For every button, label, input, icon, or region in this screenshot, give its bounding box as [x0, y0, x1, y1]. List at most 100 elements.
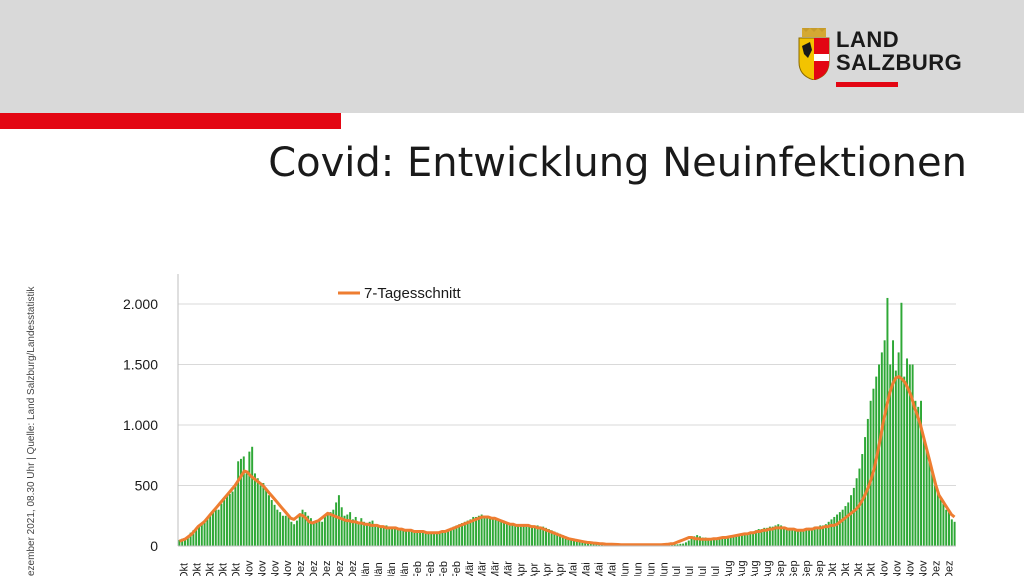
x-tick-label: Okt	[191, 563, 203, 576]
bar	[805, 529, 808, 546]
bar	[886, 297, 889, 546]
bar	[421, 532, 424, 546]
bar	[869, 400, 872, 546]
bar	[438, 531, 441, 546]
bar	[382, 526, 385, 546]
bar	[287, 515, 290, 546]
bar	[340, 507, 343, 546]
x-tick-label: Jun	[619, 562, 631, 576]
y-tick-label: 1.500	[123, 357, 158, 373]
bar	[295, 520, 298, 546]
bar	[270, 500, 273, 546]
bar	[561, 535, 564, 546]
bar	[301, 509, 304, 546]
bar	[452, 526, 455, 546]
bar	[290, 521, 293, 546]
bar	[925, 449, 928, 546]
bar	[486, 516, 489, 546]
x-tick-label: Okt	[230, 563, 242, 576]
legend: 7-Tagesschnitt	[338, 285, 462, 302]
bar	[335, 502, 338, 546]
red-accent-bar	[0, 113, 341, 129]
x-tick-label: Okt	[217, 563, 229, 576]
bar	[329, 512, 332, 546]
bar	[587, 542, 589, 546]
bar	[253, 473, 256, 546]
bar	[813, 526, 816, 546]
bar	[497, 520, 500, 546]
bar	[710, 538, 713, 546]
bar	[670, 544, 673, 546]
bar	[455, 525, 458, 546]
bar	[200, 524, 203, 546]
x-tick-label: Okt	[866, 563, 878, 576]
bar	[852, 487, 855, 546]
bar	[441, 531, 444, 546]
x-tick-label: Dez	[334, 560, 346, 576]
bar	[519, 526, 522, 546]
x-tick-label: Dez	[308, 560, 320, 576]
bar	[715, 538, 718, 546]
bar	[237, 461, 240, 546]
bar	[491, 518, 494, 546]
bar	[679, 543, 682, 546]
bar	[195, 527, 198, 546]
bar	[293, 524, 296, 546]
coat-of-arms-icon	[798, 28, 830, 80]
bar	[878, 364, 881, 546]
bar	[550, 530, 553, 546]
bar	[393, 527, 396, 546]
bar	[379, 526, 382, 546]
bar	[771, 526, 774, 546]
bar	[346, 514, 349, 546]
bar	[525, 526, 528, 546]
gridlines	[178, 303, 956, 547]
x-tick-label: Apr	[542, 563, 554, 576]
bar	[816, 526, 819, 546]
x-tick-label: Jul	[697, 566, 709, 576]
x-tick-label: Jun	[632, 562, 644, 576]
x-tick-label: Nov	[282, 560, 294, 576]
bar	[830, 519, 833, 546]
bar	[900, 302, 903, 546]
page-title: Covid: Entwicklung Neuinfektionen	[268, 140, 967, 186]
x-tick-label: Mai	[606, 562, 618, 576]
line-7-tagesschnitt	[178, 375, 956, 547]
x-tick-label: Apr	[516, 563, 528, 576]
bar	[424, 531, 427, 546]
bar	[309, 518, 312, 546]
x-tick-label: Nov	[905, 560, 917, 576]
bar	[511, 524, 514, 546]
bar	[836, 514, 839, 546]
bar	[315, 520, 318, 546]
bar	[746, 532, 749, 546]
bar	[934, 485, 936, 546]
bar	[413, 531, 416, 546]
x-tick-label: Dez	[931, 560, 943, 576]
bar	[279, 512, 282, 546]
bar	[500, 520, 503, 546]
bar	[192, 530, 195, 546]
bar	[673, 544, 676, 546]
x-tick-label: Mär	[503, 561, 515, 576]
bar	[517, 525, 520, 546]
bar	[948, 512, 950, 546]
bar	[396, 527, 399, 546]
bar	[416, 531, 419, 546]
x-tick-label: Feb	[425, 561, 437, 576]
x-tick-label: Jun	[645, 562, 657, 576]
x-tick-label: Okt	[827, 563, 839, 576]
bar	[189, 532, 192, 546]
bar	[950, 519, 953, 546]
bar	[698, 536, 701, 546]
bar	[693, 536, 696, 546]
x-tick-label: Jän	[399, 562, 411, 576]
bar	[273, 504, 276, 546]
bar	[458, 524, 461, 546]
bar	[920, 400, 922, 546]
bar	[785, 527, 788, 546]
bar	[553, 531, 556, 546]
bar	[850, 495, 853, 546]
bar	[388, 527, 391, 546]
